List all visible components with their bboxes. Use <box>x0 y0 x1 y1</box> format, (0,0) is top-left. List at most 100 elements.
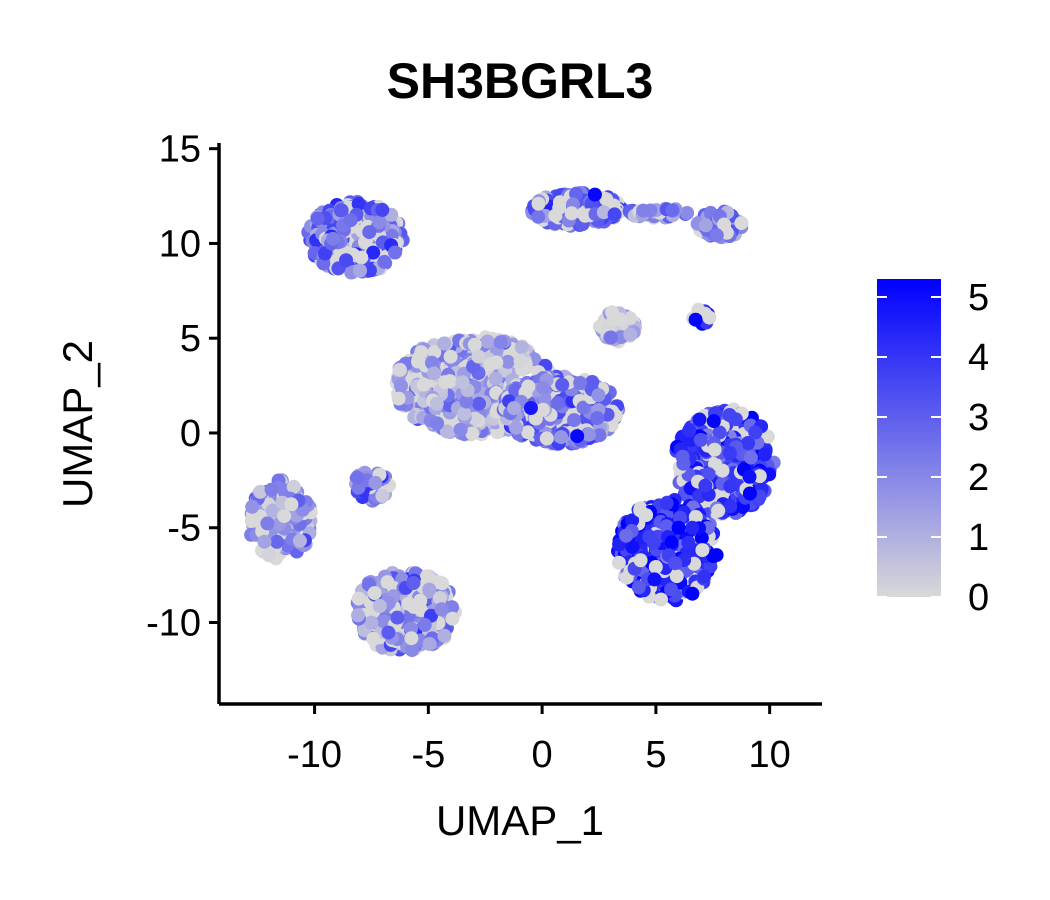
cell-point <box>427 366 442 381</box>
colorbar-tick-label: 0 <box>968 577 989 619</box>
cell-point <box>722 446 737 460</box>
cell-point <box>698 218 713 233</box>
cell-point <box>570 429 585 444</box>
cell-point <box>364 615 379 630</box>
cell-point <box>554 430 569 445</box>
cell-point <box>531 209 546 224</box>
cell-point <box>555 377 570 392</box>
cell-point <box>633 503 648 518</box>
cell-point <box>706 549 720 563</box>
cell-point <box>260 516 275 531</box>
cell-point <box>625 540 640 554</box>
cell-point <box>611 555 626 570</box>
cell-point <box>445 600 459 615</box>
cell-point <box>743 450 758 465</box>
cell-point <box>712 425 727 440</box>
cell-point <box>664 535 679 550</box>
y-axis-label: UMAP_2 <box>54 340 101 508</box>
cell-point <box>646 535 661 550</box>
cell-point <box>654 592 668 607</box>
colorbar-legend: 0 1 2 3 4 5 <box>877 277 989 619</box>
cell-point <box>455 375 470 390</box>
cell-point <box>698 478 713 493</box>
cell-point <box>587 187 602 202</box>
cell-point <box>581 427 596 442</box>
cell-point <box>372 599 387 613</box>
cell-point <box>521 379 536 394</box>
cell-point <box>434 602 449 617</box>
cell-point <box>425 355 439 370</box>
cell-point <box>625 513 640 528</box>
cell-point <box>245 499 260 514</box>
points-layer <box>244 186 781 658</box>
cell-point <box>372 215 387 230</box>
cell-point <box>623 327 638 342</box>
cell-point <box>457 406 472 421</box>
cell-point <box>723 499 738 514</box>
cell-point <box>471 349 486 364</box>
cell-point <box>406 576 421 590</box>
cell-point <box>707 442 722 457</box>
cell-point <box>647 572 662 587</box>
cell-point <box>472 396 486 411</box>
chart-title: SH3BGRL3 <box>387 53 654 109</box>
cell-point <box>422 582 437 597</box>
cell-point <box>603 330 618 345</box>
cell-point <box>391 391 406 406</box>
cell-point <box>695 543 710 558</box>
cell-point <box>607 207 622 222</box>
cell-point <box>591 388 606 403</box>
colorbar <box>877 279 941 597</box>
cell-point <box>318 246 332 261</box>
cell-point <box>377 614 391 629</box>
colorbar-tick-label: 4 <box>968 337 989 379</box>
cell-point <box>375 202 390 217</box>
cell-point <box>270 534 284 549</box>
cell-point <box>353 263 367 278</box>
cell-point <box>445 611 460 626</box>
cell-point <box>723 479 738 494</box>
cell-point <box>748 425 763 440</box>
x-tick-label: -5 <box>411 734 445 776</box>
cell-point <box>722 408 737 422</box>
cell-point <box>685 520 700 535</box>
y-tick-label: 15 <box>159 129 201 171</box>
cell-point <box>567 413 582 428</box>
cell-point <box>467 337 482 352</box>
cell-point <box>264 482 279 497</box>
cell-point <box>592 428 607 443</box>
cell-point <box>664 582 679 597</box>
y-tick-label: -5 <box>167 508 201 550</box>
cell-point <box>709 228 724 243</box>
cell-point <box>453 422 468 437</box>
cell-point <box>742 486 757 501</box>
cell-point <box>465 426 480 441</box>
axes: -10 -5 0 5 10 15 10 5 0 -5 -10 <box>146 129 822 776</box>
cell-point <box>284 497 299 512</box>
cell-point <box>685 586 700 601</box>
cell-point <box>742 469 757 484</box>
cell-point <box>429 396 444 411</box>
cell-point <box>578 208 593 223</box>
cell-point <box>437 336 452 351</box>
cell-point <box>417 617 432 632</box>
cell-point <box>692 412 707 427</box>
y-tick-label: 10 <box>159 223 201 265</box>
cell-point <box>697 569 711 584</box>
cell-point <box>702 310 717 325</box>
cell-point <box>351 196 366 211</box>
cell-point <box>480 334 495 349</box>
cell-point <box>665 203 680 218</box>
cell-point <box>521 425 535 440</box>
colorbar-ticks: 0 1 2 3 4 5 <box>877 277 989 619</box>
x-tick-label: 10 <box>749 734 791 776</box>
cell-point <box>675 449 690 464</box>
cell-point <box>286 479 301 494</box>
cell-point <box>351 608 365 623</box>
y-tick-label: 0 <box>180 413 201 455</box>
cell-point <box>633 553 648 568</box>
cell-point <box>368 475 383 490</box>
cell-point <box>422 637 437 651</box>
colorbar-tick-label: 5 <box>968 277 989 319</box>
cell-point <box>432 591 447 605</box>
